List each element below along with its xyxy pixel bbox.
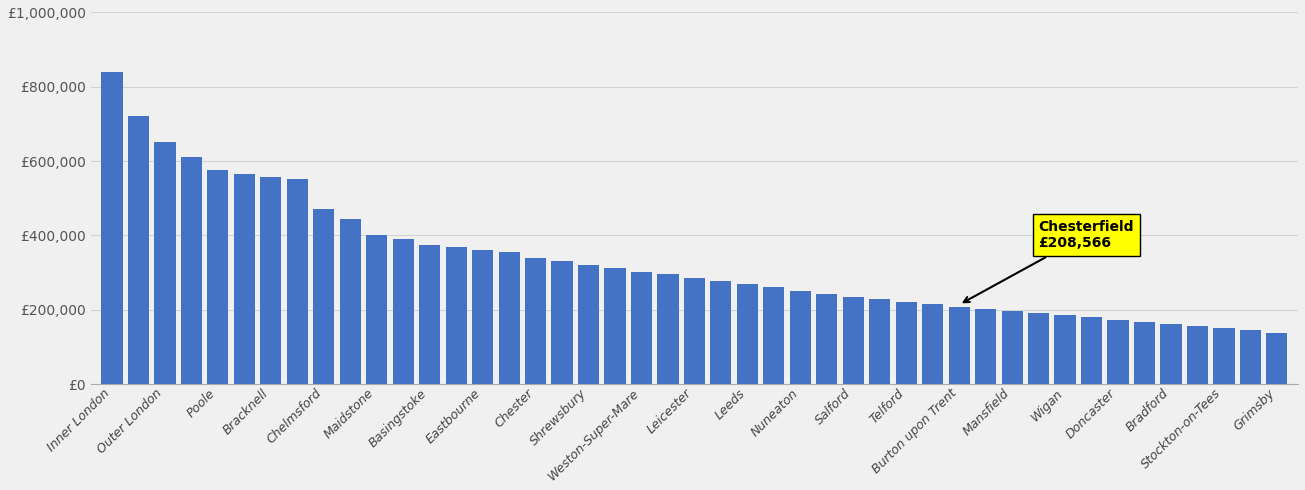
Bar (445, 246, 467, 384)
Bar (816, 294, 838, 384)
Bar (843, 297, 864, 384)
Bar (604, 268, 625, 384)
Text: Chesterfield
£208,566: Chesterfield £208,566 (963, 220, 1134, 302)
Bar (472, 250, 493, 384)
Bar (207, 171, 228, 384)
Bar (578, 265, 599, 384)
Bar (923, 304, 944, 384)
Bar (260, 177, 282, 384)
Bar (1134, 322, 1155, 384)
Bar (393, 239, 414, 384)
Bar (1266, 333, 1288, 384)
Bar (154, 143, 176, 384)
Bar (419, 245, 440, 384)
Bar (869, 299, 890, 384)
Bar (630, 272, 652, 384)
Bar (1081, 317, 1103, 384)
Bar (234, 174, 254, 384)
Bar (710, 281, 732, 384)
Bar (181, 157, 202, 384)
Bar (499, 252, 519, 384)
Bar (737, 284, 758, 384)
Bar (1054, 315, 1075, 384)
Bar (1214, 328, 1235, 384)
Bar (658, 274, 679, 384)
Bar (1028, 313, 1049, 384)
Bar (102, 72, 123, 384)
Bar (975, 309, 996, 384)
Bar (684, 278, 705, 384)
Bar (287, 178, 308, 384)
Bar (949, 307, 970, 384)
Bar (1108, 320, 1129, 384)
Bar (1160, 324, 1181, 384)
Bar (128, 117, 149, 384)
Bar (339, 219, 361, 384)
Bar (790, 291, 810, 384)
Bar (313, 209, 334, 384)
Bar (895, 302, 917, 384)
Bar (1186, 326, 1208, 384)
Bar (525, 258, 547, 384)
Bar (552, 261, 573, 384)
Bar (1240, 330, 1261, 384)
Bar (1001, 311, 1023, 384)
Bar (763, 288, 784, 384)
Bar (367, 235, 388, 384)
